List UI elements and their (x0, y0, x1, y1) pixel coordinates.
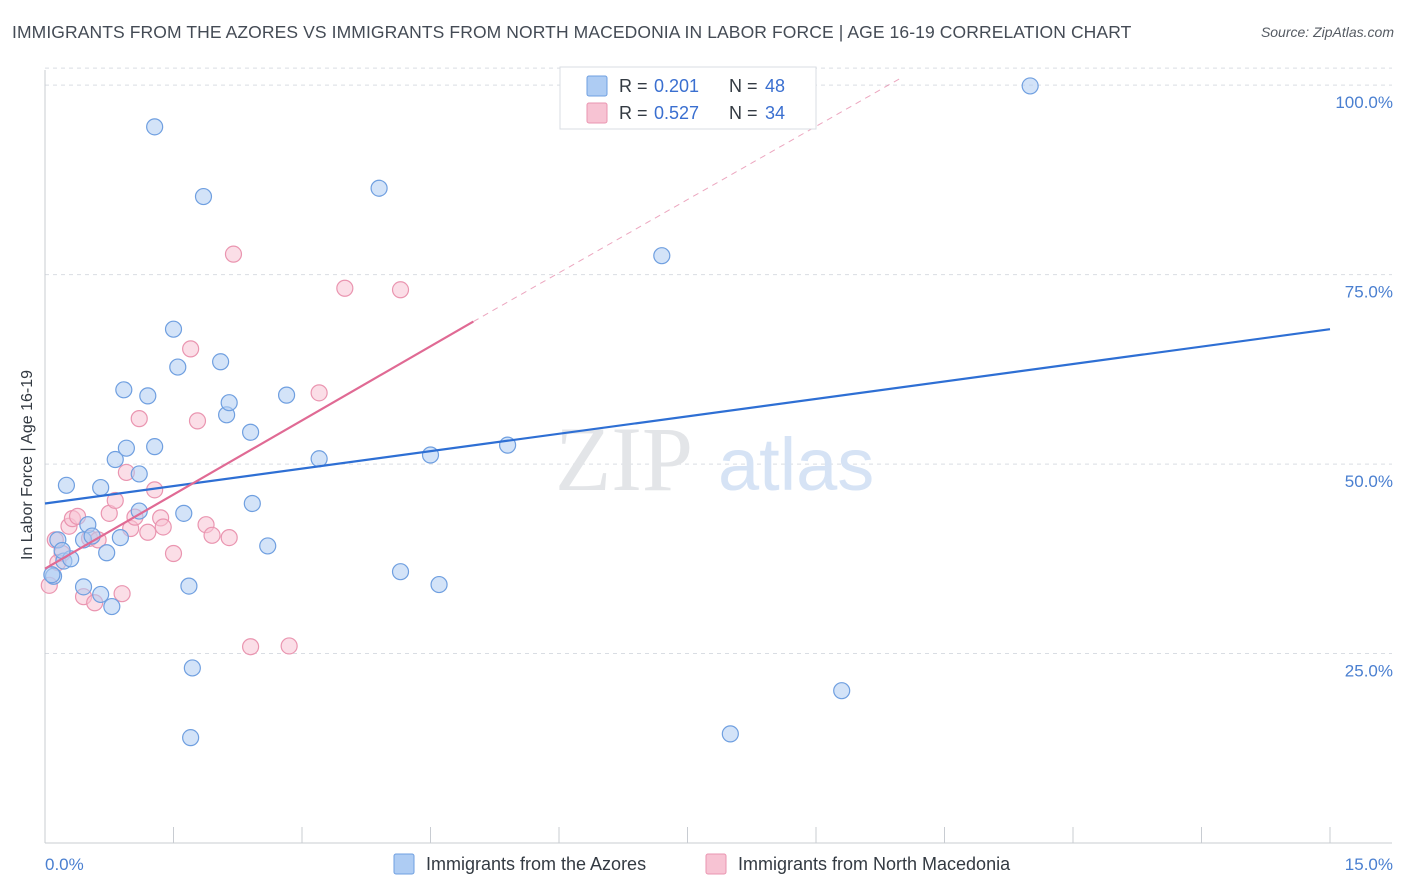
data-point (92, 585, 110, 604)
legend-n-value-azores: 48 (765, 76, 785, 96)
data-point (653, 247, 671, 265)
legend-n-label-azores: N = (729, 76, 758, 96)
data-point (370, 179, 388, 197)
legend-swatch-azores (586, 75, 608, 97)
correlation-legend: R = 0.201 N = 48 R = 0.527 N = 34 (559, 66, 817, 130)
data-point (115, 381, 133, 399)
data-point (117, 439, 135, 457)
x-tick-label: 15.0% (1345, 855, 1393, 874)
data-point (154, 518, 172, 536)
data-point (92, 478, 110, 497)
data-point (242, 638, 260, 656)
axes (44, 70, 1392, 844)
trend-line-macedonia-extension (473, 77, 902, 323)
legend-r-label-azores: R = (619, 76, 648, 96)
data-point (1021, 77, 1039, 95)
chart-title: IMMIGRANTS FROM THE AZORES VS IMMIGRANTS… (12, 22, 1132, 42)
data-point (103, 597, 121, 616)
data-point (180, 577, 198, 595)
data-point (169, 358, 187, 376)
data-point (164, 544, 183, 563)
trend-lines (44, 77, 1331, 570)
y-tick-label: 50.0% (1345, 472, 1393, 491)
data-point (146, 438, 164, 456)
legend-r-value-macedonia: 0.527 (654, 103, 699, 123)
data-point (130, 465, 148, 483)
bottom-legend-label-macedonia: Immigrants from North Macedonia (738, 854, 1011, 874)
data-point (183, 659, 201, 677)
bottom-legend-label-azores: Immigrants from the Azores (426, 854, 646, 874)
data-point (430, 575, 448, 594)
legend-swatch-macedonia (586, 102, 608, 124)
y-tick-label: 100.0% (1335, 93, 1393, 112)
data-point (721, 725, 739, 743)
data-point (139, 523, 157, 541)
trend-line-azores (44, 328, 1331, 505)
data-point (310, 384, 328, 402)
data-point (391, 563, 410, 581)
data-point (280, 637, 298, 655)
data-point (106, 450, 124, 469)
data-point (139, 387, 157, 405)
data-point (224, 245, 243, 263)
data-point (106, 491, 124, 510)
data-point (194, 187, 213, 206)
x-tick-label: 0.0% (45, 855, 84, 874)
watermark-zip: ZIP (555, 408, 693, 510)
data-point (391, 281, 410, 299)
data-point (243, 494, 261, 513)
bottom-legend-swatch-macedonia (705, 853, 727, 875)
data-point (310, 450, 328, 468)
data-point (336, 279, 354, 297)
legend-r-value-azores: 0.201 (654, 76, 699, 96)
legend-n-label-macedonia: N = (729, 103, 758, 123)
data-point (277, 386, 296, 404)
data-point (242, 423, 260, 441)
data-point (833, 682, 851, 700)
source-label: Source: ZipAtlas.com (1260, 24, 1394, 40)
y-tick-label: 75.0% (1345, 283, 1393, 302)
y-tick-labels: 25.0% 50.0% 75.0% 100.0% (1335, 93, 1393, 680)
series-legend: Immigrants from the Azores Immigrants fr… (393, 853, 1011, 875)
data-point (43, 566, 61, 584)
data-point (220, 394, 238, 412)
data-point (188, 412, 207, 430)
watermark: ZIP atlas (555, 408, 874, 510)
data-point (146, 118, 164, 136)
data-point (203, 526, 221, 544)
data-point (74, 578, 93, 596)
legend-r-label-macedonia: R = (619, 103, 648, 123)
data-point (182, 340, 200, 358)
legend-n-value-macedonia: 34 (765, 103, 785, 123)
x-tick-labels: 0.0% 15.0% (45, 855, 1393, 874)
data-point (130, 410, 148, 428)
data-point (98, 544, 116, 562)
data-point (130, 502, 148, 520)
data-point (182, 729, 200, 747)
data-point (259, 537, 277, 555)
data-point (111, 528, 129, 547)
data-point (113, 585, 131, 603)
bottom-legend-swatch-azores (393, 853, 415, 875)
data-point (175, 504, 193, 522)
y-tick-label: 25.0% (1345, 662, 1393, 681)
data-point (57, 476, 76, 494)
data-point (212, 353, 230, 371)
grid-lines (45, 67, 1392, 655)
trend-line-macedonia (44, 320, 474, 570)
data-point (164, 320, 183, 338)
series-azores-points (43, 77, 1039, 747)
data-point (220, 528, 238, 547)
watermark-atlas: atlas (718, 423, 874, 506)
